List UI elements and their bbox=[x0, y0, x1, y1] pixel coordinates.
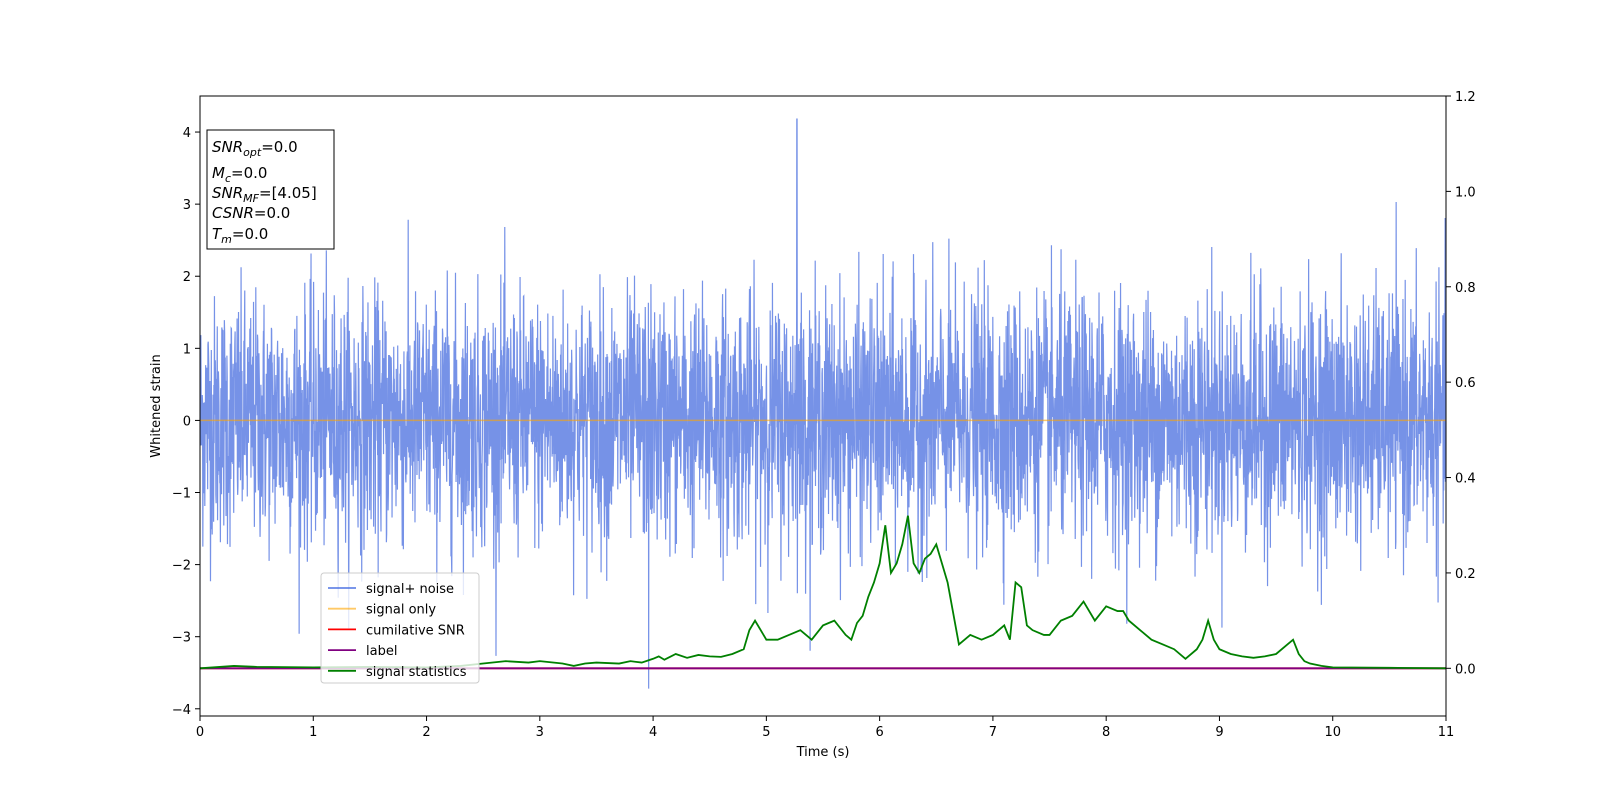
x-tick-label: 10 bbox=[1324, 725, 1341, 740]
x-tick-label: 3 bbox=[536, 725, 544, 740]
y-tick-label: −4 bbox=[172, 703, 191, 718]
info-box-frame bbox=[206, 129, 335, 250]
y2-tick-label: 0.4 bbox=[1455, 472, 1476, 487]
y-tick-label: 0 bbox=[183, 414, 191, 429]
y2-tick-label: 0.2 bbox=[1455, 567, 1476, 582]
x-tick-label: 5 bbox=[762, 725, 770, 740]
info-box: SNRopt=0.0 Mc=0.0 SNRMF=[4.05] CSNR=0.0 … bbox=[206, 129, 335, 250]
x-tick-label: 9 bbox=[1215, 725, 1223, 740]
info-snr-mf: SNRMF=[4.05] bbox=[212, 184, 317, 205]
y-tick-label: 2 bbox=[183, 270, 191, 285]
y-axis-label: Whitened strain bbox=[149, 354, 164, 457]
x-tick-label: 8 bbox=[1102, 725, 1110, 740]
y2-tick-label: 0.6 bbox=[1455, 376, 1476, 391]
y2-tick-label: 1.0 bbox=[1455, 185, 1476, 200]
legend-frame bbox=[320, 572, 480, 684]
legend-label: label bbox=[366, 644, 397, 659]
y2-tick-label: 1.2 bbox=[1455, 90, 1476, 105]
x-tick-label: 2 bbox=[422, 725, 430, 740]
signal-noise-layer bbox=[200, 118, 1446, 689]
x-tick-label: 1 bbox=[309, 725, 317, 740]
info-snr-opt: SNRopt=0.0 bbox=[212, 138, 298, 159]
legend-label: signal+ noise bbox=[366, 582, 454, 597]
y-tick-label: 1 bbox=[183, 342, 191, 357]
axes-frame bbox=[199, 95, 1447, 717]
y-tick-label: 3 bbox=[183, 198, 191, 213]
y-tick-label: −1 bbox=[172, 487, 191, 502]
y2-tick-label: 0.8 bbox=[1455, 281, 1476, 296]
y-tick-label: −3 bbox=[172, 631, 191, 646]
y-tick-label: −2 bbox=[172, 559, 191, 574]
x-axis-label: Time (s) bbox=[796, 745, 850, 760]
x-tick-label: 0 bbox=[196, 725, 204, 740]
y2-tick-label: 0.0 bbox=[1455, 662, 1476, 677]
legend-label: signal statistics bbox=[366, 665, 467, 680]
info-tm: Tm=0.0 bbox=[212, 225, 268, 246]
x-tick-label: 11 bbox=[1438, 725, 1455, 740]
ticks-layer: 0 1 2 3 4 5 6 7 8 9 10 1143210−1−2−3−41.21.00.80.60… bbox=[172, 90, 1476, 740]
x-tick-label: 7 bbox=[989, 725, 997, 740]
legend-label: cumilative SNR bbox=[366, 623, 465, 638]
legend: signal+ noise signal only cumilative SNR la… bbox=[320, 572, 480, 684]
info-csnr: CSNR=0.0 bbox=[212, 204, 290, 222]
series-signal-statistics bbox=[200, 515, 1446, 670]
series-signal-plus-noise bbox=[200, 118, 1446, 689]
x-tick-label: 6 bbox=[875, 725, 883, 740]
y-tick-label: 4 bbox=[183, 126, 191, 141]
x-tick-label: 4 bbox=[649, 725, 657, 740]
legend-label: signal only bbox=[366, 603, 436, 618]
info-mc: Mc=0.0 bbox=[212, 164, 267, 185]
